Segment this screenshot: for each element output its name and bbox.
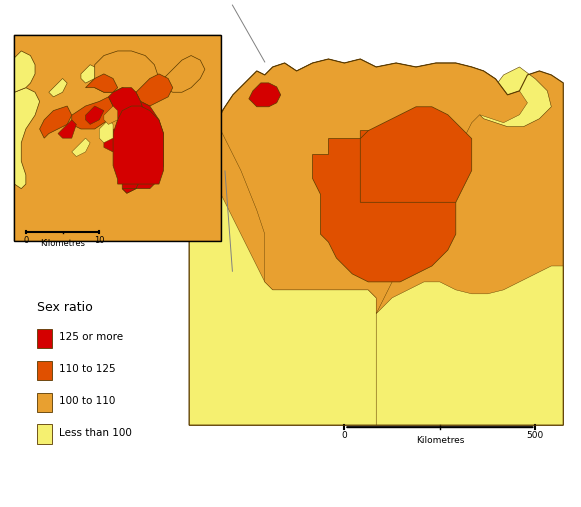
Polygon shape	[109, 88, 150, 193]
Text: Kilometres: Kilometres	[415, 437, 464, 445]
Polygon shape	[313, 131, 456, 282]
Text: Kilometres: Kilometres	[40, 239, 85, 248]
Text: 100 to 110: 100 to 110	[59, 396, 115, 406]
Text: Sex ratio: Sex ratio	[37, 301, 92, 314]
Polygon shape	[104, 129, 122, 152]
Text: 500: 500	[527, 431, 544, 440]
Polygon shape	[85, 106, 104, 124]
Polygon shape	[15, 51, 35, 92]
Polygon shape	[72, 138, 90, 157]
Polygon shape	[40, 106, 72, 138]
Polygon shape	[81, 65, 99, 83]
Polygon shape	[122, 101, 164, 193]
Polygon shape	[113, 106, 164, 184]
Polygon shape	[49, 79, 67, 97]
Text: 125 or more: 125 or more	[59, 332, 123, 342]
Polygon shape	[15, 88, 40, 189]
FancyBboxPatch shape	[37, 329, 52, 348]
Polygon shape	[249, 83, 281, 107]
FancyBboxPatch shape	[37, 360, 52, 380]
Polygon shape	[189, 147, 376, 425]
Polygon shape	[99, 120, 113, 143]
Polygon shape	[136, 74, 173, 106]
Text: 0: 0	[23, 236, 28, 245]
Polygon shape	[72, 97, 113, 129]
Polygon shape	[159, 56, 205, 92]
Polygon shape	[15, 35, 221, 241]
Polygon shape	[360, 107, 472, 202]
Polygon shape	[217, 59, 528, 314]
Polygon shape	[95, 51, 159, 92]
Text: 0: 0	[342, 431, 347, 440]
Text: 10: 10	[94, 236, 105, 245]
FancyBboxPatch shape	[37, 392, 52, 412]
Text: Less than 100: Less than 100	[59, 428, 131, 438]
Polygon shape	[58, 120, 76, 138]
Polygon shape	[480, 67, 551, 127]
Text: 110 to 125: 110 to 125	[59, 364, 115, 374]
FancyBboxPatch shape	[37, 424, 52, 444]
Polygon shape	[189, 59, 563, 425]
Polygon shape	[104, 106, 117, 124]
Polygon shape	[85, 74, 117, 92]
Polygon shape	[376, 266, 563, 425]
